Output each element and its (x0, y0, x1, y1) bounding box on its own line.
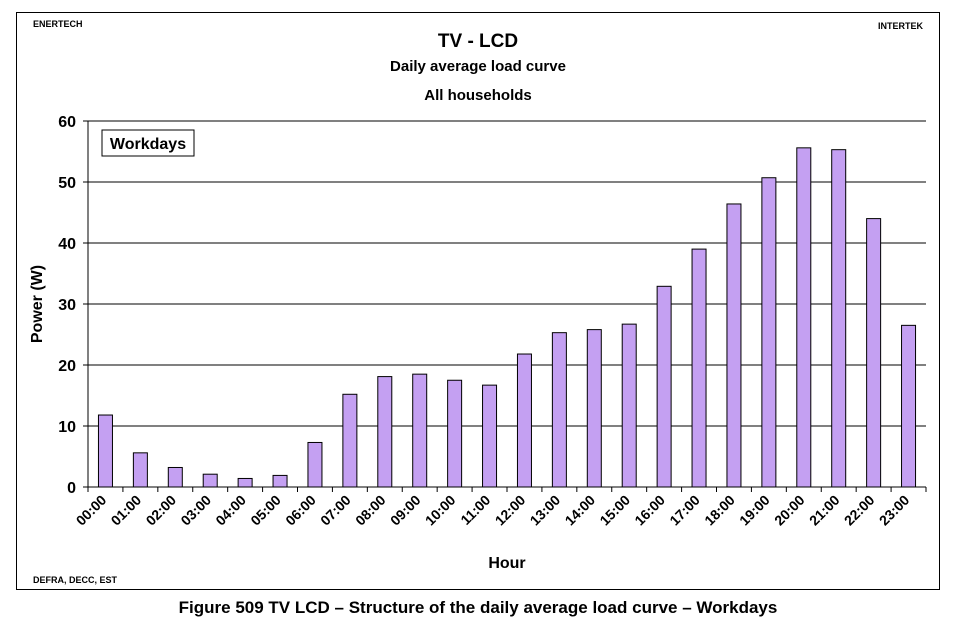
chart-subtitle-2: All households (424, 87, 532, 104)
bar (272, 474, 288, 488)
x-tick-label: 02:00 (143, 492, 180, 529)
bar (482, 384, 498, 488)
y-tick-label: 50 (58, 175, 76, 192)
bar (447, 379, 463, 488)
legend-box (101, 129, 195, 157)
x-tick-label: 21:00 (806, 492, 843, 529)
chart-title: TV - LCD (437, 31, 519, 52)
x-tick-label: 10:00 (422, 492, 459, 529)
bar (237, 477, 253, 488)
bar (831, 149, 847, 488)
y-tick-label: 40 (58, 236, 76, 253)
x-tick-label: 13:00 (527, 492, 564, 529)
chart-frame: ENERTECH INTERTEK DEFRA, DECC, EST TV - … (16, 12, 940, 590)
bar (796, 147, 812, 488)
bar (586, 329, 602, 488)
bar (97, 414, 113, 488)
x-tick-label: 00:00 (73, 492, 110, 529)
x-tick-label: 23:00 (876, 492, 913, 529)
x-tick-label: 07:00 (317, 492, 354, 529)
y-tick-label: 20 (58, 358, 76, 375)
x-tick-label: 12:00 (492, 492, 529, 529)
x-tick-label: 14:00 (562, 492, 599, 529)
x-tick-label: 01:00 (108, 492, 145, 529)
y-tick-label: 10 (58, 419, 76, 436)
x-tick-label: 15:00 (596, 492, 633, 529)
bar (866, 218, 882, 488)
x-tick-label: 18:00 (701, 492, 738, 529)
bar (551, 332, 567, 488)
bar (307, 441, 323, 488)
y-tick-label: 60 (58, 114, 76, 131)
x-tick-label: 11:00 (457, 492, 493, 528)
sponsor-label: DEFRA, DECC, EST (33, 575, 118, 585)
bar (342, 393, 358, 488)
x-tick-label: 20:00 (771, 492, 808, 529)
bar (726, 203, 742, 488)
x-tick-label: 05:00 (247, 492, 284, 529)
bar (167, 466, 183, 488)
bar (656, 285, 672, 488)
bar (516, 353, 532, 488)
chart-subtitle-1: Daily average load curve (390, 58, 566, 75)
x-tick-label: 06:00 (282, 492, 319, 529)
legend-label: Workdays (110, 136, 186, 153)
y-tick-label: 30 (58, 297, 76, 314)
bar (132, 452, 148, 488)
figure-caption: Figure 509 TV LCD – Structure of the dai… (178, 598, 778, 617)
x-tick-label: 17:00 (666, 492, 703, 529)
bar (691, 248, 707, 488)
bar (377, 376, 393, 488)
x-tick-label: 22:00 (841, 492, 878, 529)
bar (412, 373, 428, 488)
x-tick-label: 08:00 (352, 492, 389, 529)
x-axis-label: Hour (488, 555, 525, 572)
x-tick-label: 19:00 (736, 492, 773, 529)
bar (761, 177, 777, 488)
x-tick-label: 03:00 (177, 492, 214, 529)
y-tick-label: 0 (67, 480, 76, 497)
x-tick-label: 04:00 (212, 492, 249, 529)
source-label-right: INTERTEK (878, 21, 923, 31)
x-tick-label: 16:00 (631, 492, 668, 529)
bar (202, 473, 218, 488)
source-label-left: ENERTECH (33, 19, 83, 29)
bar (621, 323, 637, 488)
y-axis-label: Power (W) (29, 265, 46, 343)
bar (901, 324, 917, 488)
x-tick-label: 09:00 (387, 492, 424, 529)
